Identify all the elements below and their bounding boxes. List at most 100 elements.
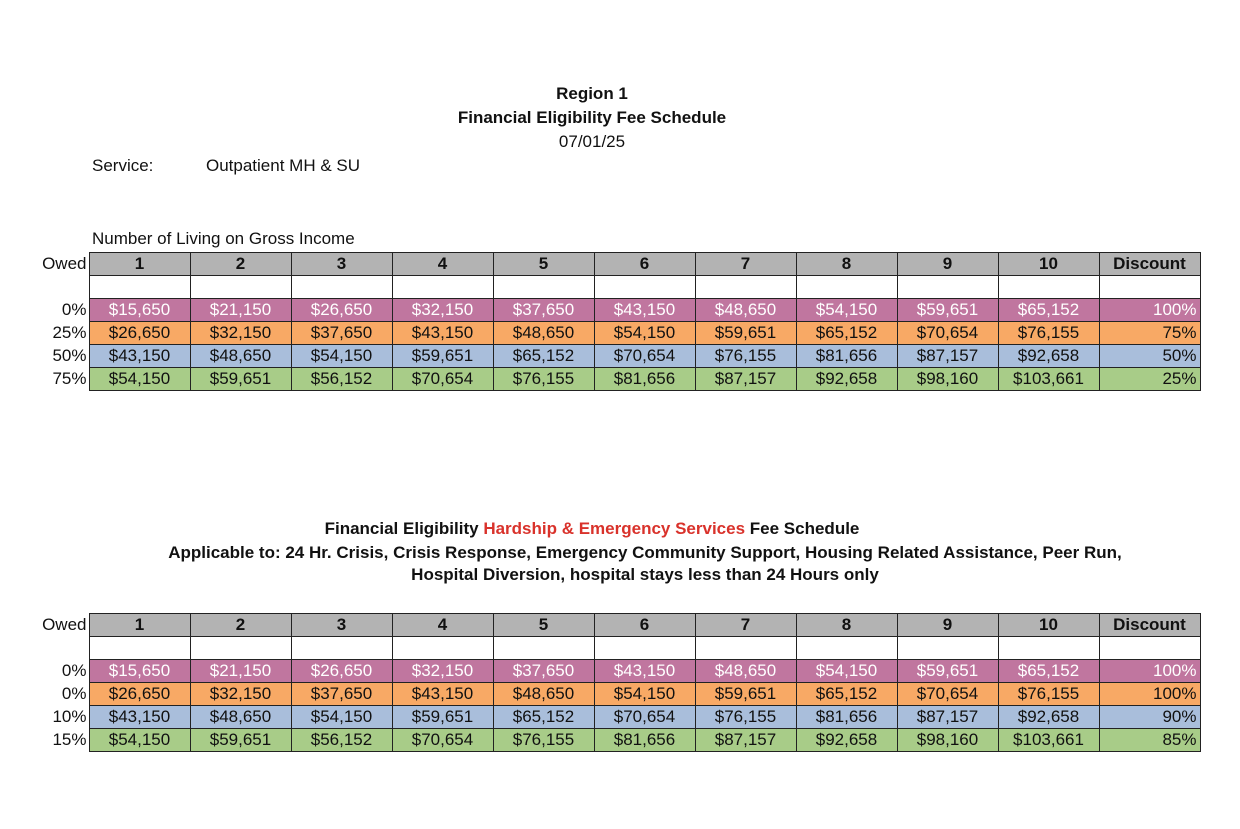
income-cell: $32,150 bbox=[189, 321, 292, 345]
income-cell: $48,650 bbox=[694, 298, 797, 322]
income-cell: $70,654 bbox=[593, 705, 696, 729]
income-cell: $76,155 bbox=[694, 705, 797, 729]
column-header: 5 bbox=[492, 252, 595, 276]
blank-row bbox=[30, 636, 1201, 660]
data-row: 0% $15,650 $21,150 $26,650 $32,150 $37,650 $43… bbox=[30, 659, 1201, 683]
blank-cell bbox=[896, 636, 999, 660]
income-cell: $65,152 bbox=[997, 298, 1100, 322]
owed-percent: 15% bbox=[52, 730, 87, 749]
header-row: Owed 1 2 3 4 5 6 7 8 9 10 Discount bbox=[30, 613, 1201, 637]
income-cell: $103,661 bbox=[997, 728, 1100, 752]
income-cell: $37,650 bbox=[290, 682, 393, 706]
income-cell: $32,150 bbox=[189, 682, 292, 706]
column-header: 1 bbox=[88, 613, 191, 637]
income-cell: $81,656 bbox=[795, 705, 898, 729]
income-cell: $81,656 bbox=[593, 728, 696, 752]
income-cell: $32,150 bbox=[391, 659, 494, 683]
income-cell: $70,654 bbox=[896, 682, 999, 706]
income-cell: $26,650 bbox=[88, 682, 191, 706]
column-header: 8 bbox=[795, 613, 898, 637]
data-row: 0% $26,650 $32,150 $37,650 $43,150 $48,650 $54… bbox=[30, 682, 1201, 706]
title-highlight: Hardship & Emergency Services bbox=[483, 519, 746, 538]
income-cell: $26,650 bbox=[88, 321, 191, 345]
data-row: 10% $43,150 $48,650 $54,150 $59,651 $65,152 $7… bbox=[30, 705, 1201, 729]
blank-cell bbox=[593, 275, 696, 299]
income-cell: $103,661 bbox=[997, 367, 1100, 391]
income-cell: $65,152 bbox=[795, 321, 898, 345]
income-cell: $54,150 bbox=[593, 321, 696, 345]
income-cell: $56,152 bbox=[290, 367, 393, 391]
income-cell: $65,152 bbox=[795, 682, 898, 706]
column-header: 2 bbox=[189, 613, 292, 637]
income-cell: $70,654 bbox=[593, 344, 696, 368]
data-row: 0% $15,650 $21,150 $26,650 $32,150 $37,650 $43… bbox=[30, 298, 1201, 322]
blank-cell bbox=[30, 276, 89, 299]
fee-table: Owed 1 2 3 4 5 6 7 8 9 10 Discount 0% $15,650 $21,150 $… bbox=[30, 252, 1201, 391]
title-end: Fee Schedule bbox=[749, 519, 860, 538]
income-cell: $70,654 bbox=[391, 728, 494, 752]
owed-percent: 10% bbox=[52, 707, 87, 726]
income-cell: $59,651 bbox=[391, 344, 494, 368]
blank-cell bbox=[88, 636, 191, 660]
owed-label: Owed bbox=[42, 615, 87, 634]
income-cell: $54,150 bbox=[88, 728, 191, 752]
income-cell: $54,150 bbox=[290, 705, 393, 729]
income-cell: $59,651 bbox=[896, 659, 999, 683]
service-value: Outpatient MH & SU bbox=[206, 156, 361, 175]
owed-percent: 50% bbox=[52, 346, 87, 365]
income-cell: $48,650 bbox=[492, 682, 595, 706]
income-cell: $37,650 bbox=[290, 321, 393, 345]
owed-percent: 0% bbox=[61, 684, 87, 703]
owed-label: Owed bbox=[42, 254, 87, 273]
applicable-line: Applicable to: 24 Hr. Crisis, Crisis Res… bbox=[168, 543, 1122, 562]
column-header: 2 bbox=[189, 252, 292, 276]
fee-table: Owed 1 2 3 4 5 6 7 8 9 10 Discount 0% $15,650 $21,150 $… bbox=[30, 613, 1201, 752]
income-cell: $48,650 bbox=[189, 344, 292, 368]
column-header: Discount bbox=[1098, 613, 1201, 637]
owed-percent: 0% bbox=[61, 300, 87, 319]
data-row: 50% $43,150 $48,650 $54,150 $59,651 $65,152 $7… bbox=[30, 344, 1201, 368]
income-cell: $81,656 bbox=[593, 367, 696, 391]
discount-cell: 85% bbox=[1098, 728, 1201, 752]
income-cell: $87,157 bbox=[694, 728, 797, 752]
income-cell: $81,656 bbox=[795, 344, 898, 368]
data-row: 75% $54,150 $59,651 $56,152 $70,654 $76,155 $8… bbox=[30, 367, 1201, 391]
blank-cell bbox=[1098, 636, 1201, 660]
income-cell: $59,651 bbox=[391, 705, 494, 729]
subtitle: Financial Eligibility Fee Schedule bbox=[457, 108, 727, 127]
title: Region 1 bbox=[556, 84, 628, 103]
date: 07/01/25 bbox=[558, 132, 626, 151]
income-cell: $54,150 bbox=[88, 367, 191, 391]
income-cell: $43,150 bbox=[593, 659, 696, 683]
income-cell: $26,650 bbox=[290, 298, 393, 322]
income-cell: $54,150 bbox=[290, 344, 393, 368]
blank-cell bbox=[88, 275, 191, 299]
column-header: 10 bbox=[997, 252, 1100, 276]
blank-cell bbox=[492, 636, 595, 660]
income-cell: $43,150 bbox=[593, 298, 696, 322]
income-cell: $15,650 bbox=[88, 298, 191, 322]
blank-cell bbox=[997, 275, 1100, 299]
column-header: 8 bbox=[795, 252, 898, 276]
column-header: 4 bbox=[391, 252, 494, 276]
blank-cell bbox=[290, 636, 393, 660]
income-cell: $43,150 bbox=[88, 705, 191, 729]
income-cell: $65,152 bbox=[997, 659, 1100, 683]
data-row: 25% $26,650 $32,150 $37,650 $43,150 $48,650 $5… bbox=[30, 321, 1201, 345]
income-cell: $43,150 bbox=[391, 682, 494, 706]
service-label: Service: bbox=[92, 156, 154, 175]
income-cell: $87,157 bbox=[896, 705, 999, 729]
owed-percent: 25% bbox=[52, 323, 87, 342]
column-header: 5 bbox=[492, 613, 595, 637]
income-cell: $98,160 bbox=[896, 367, 999, 391]
income-cell: $54,150 bbox=[795, 659, 898, 683]
discount-cell: 90% bbox=[1098, 705, 1201, 729]
blank-cell bbox=[290, 275, 393, 299]
blank-cell bbox=[694, 275, 797, 299]
owed-percent: 75% bbox=[52, 369, 87, 388]
income-cell: $59,651 bbox=[896, 298, 999, 322]
income-cell: $92,658 bbox=[795, 367, 898, 391]
blank-row bbox=[30, 275, 1201, 299]
income-cell: $37,650 bbox=[492, 298, 595, 322]
